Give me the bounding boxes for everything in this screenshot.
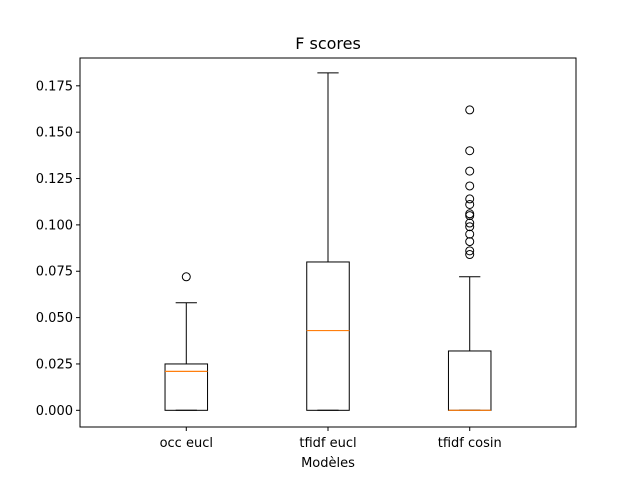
y-tick-label-5: 0.125 xyxy=(36,172,73,187)
outlier-3-12 xyxy=(465,166,475,176)
y-tick-label-6: 0.150 xyxy=(36,126,73,141)
outlier-3-5 xyxy=(465,222,475,232)
outlier-3-10 xyxy=(465,194,475,204)
box-group-2 xyxy=(306,72,350,411)
plot-marks xyxy=(164,72,492,411)
y-tick-label-0: 0.000 xyxy=(36,404,73,419)
outlier-1-1 xyxy=(181,272,191,282)
box-group-1 xyxy=(164,272,209,411)
y-tick-label-1: 0.025 xyxy=(36,357,73,372)
box-1 xyxy=(164,363,209,411)
outlier-3-6 xyxy=(465,218,475,228)
outlier-3-3 xyxy=(465,237,475,247)
x-axis-label: Modèles xyxy=(301,456,355,471)
outlier-3-2 xyxy=(465,246,475,256)
outlier-3-13 xyxy=(465,146,475,156)
outlier-3-14 xyxy=(465,105,475,115)
y-axis: 0.000 0.025 0.050 0.075 0.100 0.125 0.150 0.175 xyxy=(36,79,80,419)
y-tick-label-2: 0.050 xyxy=(36,311,73,326)
box-2 xyxy=(306,261,350,411)
y-tick-label-7: 0.175 xyxy=(36,79,73,94)
x-tick-label-1: occ eucl xyxy=(160,436,213,451)
x-axis: occ eucl tfidf eucl tfidf cosin xyxy=(160,427,502,451)
outlier-3-8 xyxy=(465,209,475,219)
x-tick-label-2: tfidf eucl xyxy=(299,436,356,451)
y-tick-label-3: 0.075 xyxy=(36,265,73,280)
outlier-3-4 xyxy=(465,229,475,239)
outlier-3-11 xyxy=(465,181,475,191)
outlier-3-9 xyxy=(465,199,475,209)
y-tick-label-4: 0.100 xyxy=(36,218,73,233)
box-group-3 xyxy=(447,105,492,411)
chart-title: F scores xyxy=(295,34,361,53)
outlier-3-1 xyxy=(465,250,475,260)
x-tick-label-3: tfidf cosin xyxy=(438,436,502,451)
